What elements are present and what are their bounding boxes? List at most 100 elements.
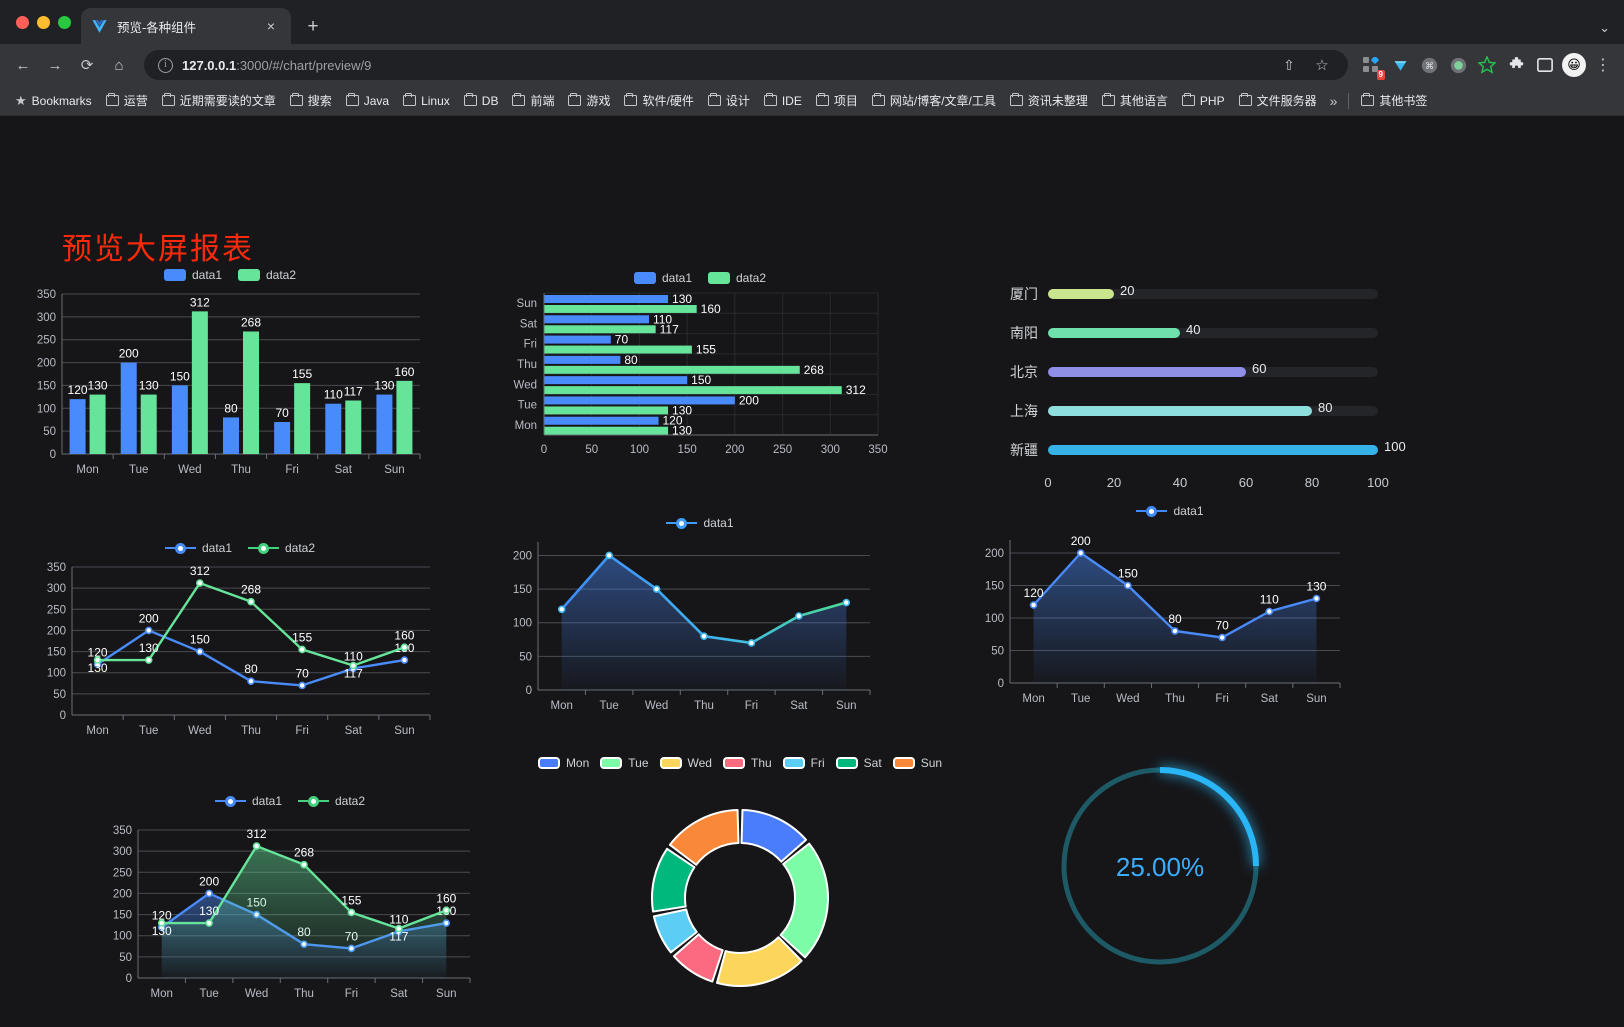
svg-text:Thu: Thu [231,464,251,476]
bookmark-folder-4[interactable]: Linux [396,91,457,111]
progress-bar-value: 100 [1384,438,1406,454]
maximize-window-button[interactable] [58,15,71,29]
star-extension-icon[interactable] [1474,52,1500,78]
legend-item-data1[interactable]: data1 [1136,504,1204,518]
bookmark-label: Linux [421,93,450,108]
legend-item-data2[interactable]: data2 [708,271,766,285]
legend-item-mon[interactable]: Mon [537,756,589,770]
legend-item-sun[interactable]: Sun [892,756,942,770]
legend-item-wed[interactable]: Wed [659,756,712,770]
minimize-window-button[interactable] [37,15,50,29]
bookmarks-root-item[interactable]: ★ Bookmarks [8,90,99,112]
donut-slice-wed[interactable] [716,936,803,987]
bookmark-folder-10[interactable]: IDE [757,91,809,111]
puzzle-extensions-icon[interactable] [1503,52,1529,78]
forward-button[interactable]: → [47,56,63,74]
progress-bar-fill [1048,366,1246,377]
legend-item-data1[interactable]: data1 [163,268,222,282]
share-icon[interactable]: ⇧ [1283,56,1295,73]
folder-icon [1101,92,1115,106]
legend-label: data1 [703,516,734,530]
legend-line-marker [666,517,698,529]
bookmark-folder-11[interactable]: 项目 [809,89,865,112]
command-extension-icon[interactable]: ⌘ [1416,52,1442,78]
progress-bar-track[interactable]: 40 [1048,322,1378,338]
bookmark-folder-8[interactable]: 软件/硬件 [617,89,700,112]
donut-slice-tue[interactable] [779,842,829,959]
svg-text:130: 130 [139,641,159,655]
address-bar[interactable]: i 127.0.0.1:3000/#/chart/preview/9 ⇧ ☆ [144,50,1348,80]
legend-item-data1[interactable]: data1 [633,271,692,285]
legend-item-data1[interactable]: data1 [164,541,232,555]
progress-bar-track[interactable]: 80 [1048,400,1378,416]
svg-text:100: 100 [113,931,132,943]
donut-slice-sat[interactable] [651,847,696,913]
svg-text:130: 130 [88,661,108,675]
bookmark-star-icon[interactable]: ☆ [1315,57,1329,74]
donut-plot [651,809,829,987]
other-bookmarks-folder[interactable]: 其他书签 [1354,89,1434,112]
svg-text:Wed: Wed [188,725,211,737]
grid-extension-icon[interactable]: 9 [1358,52,1385,80]
window-controls[interactable] [12,0,81,44]
close-window-button[interactable] [16,15,29,29]
bookmark-folder-15[interactable]: PHP [1175,91,1232,111]
bookmark-folder-12[interactable]: 网站/博客/文章/工具 [865,89,1003,112]
bookmark-folder-3[interactable]: Java [339,91,396,111]
progress-bar-track[interactable]: 20 [1048,283,1378,299]
chart-area-two-series: data1 data2 0 50 100 150 200 250 300 350 Mon Tue W… [90,794,490,1013]
diamond-extension-icon[interactable] [1387,52,1413,78]
back-button[interactable]: ← [15,56,31,74]
legend-item-data2[interactable]: data2 [298,794,365,808]
browser-menu-button[interactable]: ⋮ [1595,57,1611,74]
donut-slice-sun[interactable] [668,809,740,866]
reload-button[interactable]: ⟳ [80,57,94,74]
bookmarks-overflow-button[interactable]: » [1329,92,1338,109]
svg-text:150: 150 [37,380,56,392]
new-tab-button[interactable]: + [307,15,319,37]
svg-text:250: 250 [47,604,66,616]
legend-item-tue[interactable]: Tue [600,756,649,770]
bookmark-folder-0[interactable]: 运营 [99,89,155,112]
legend-item-data2[interactable]: data2 [248,541,315,555]
svg-text:Tue: Tue [129,464,148,476]
chart-line-two-series: data1 data2 0 50 100 150 200 250 300 350 Mon Tue W… [30,541,450,755]
bookmark-folder-1[interactable]: 近期需要读的文章 [155,89,283,112]
bookmark-folder-6[interactable]: 前端 [505,89,561,112]
bookmark-folder-7[interactable]: 游戏 [561,89,617,112]
svg-text:Mon: Mon [515,420,537,432]
circle-extension-icon[interactable] [1445,52,1471,78]
legend-label: data1 [251,794,282,808]
svg-text:130: 130 [672,424,692,438]
bookmark-folder-13[interactable]: 资讯未整理 [1003,89,1095,112]
bookmark-folder-2[interactable]: 搜索 [283,89,339,112]
bookmark-label: PHP [1199,93,1225,108]
profile-avatar[interactable]: 😀 [1561,52,1587,78]
legend-item-fri[interactable]: Fri [782,756,825,770]
legend-item-data1[interactable]: data1 [666,516,734,530]
home-button[interactable]: ⌂ [114,56,124,74]
close-tab-button[interactable]: × [266,18,276,34]
legend-item-sat[interactable]: Sat [835,756,882,770]
legend-item-data2[interactable]: data2 [238,268,296,282]
bookmark-folder-14[interactable]: 其他语言 [1095,89,1175,112]
legend-label: data1 [191,268,222,282]
legend-smooth-line: data1 [500,516,900,530]
progress-bar-track[interactable]: 100 [1048,439,1406,455]
bookmark-folder-5[interactable]: DB [457,91,506,111]
svg-text:Sun: Sun [517,298,537,310]
chevron-down-icon[interactable]: ⌄ [1599,20,1610,35]
legend-item-thu[interactable]: Thu [722,756,772,770]
browser-tab[interactable]: 预览-各种组件 × [81,8,291,44]
donut-slice-thu[interactable] [672,933,724,983]
donut-slice-mon[interactable] [740,809,808,863]
donut-slice-fri[interactable] [652,908,698,954]
legend-item-data1[interactable]: data1 [214,794,282,808]
site-info-icon[interactable]: i [158,57,173,73]
progress-bar-track[interactable]: 60 [1048,361,1378,377]
bookmark-label: Bookmarks [31,93,92,108]
bookmark-folder-16[interactable]: 文件服务器 [1232,89,1324,112]
sidepanel-icon[interactable] [1532,52,1558,78]
bookmark-folder-9[interactable]: 设计 [701,89,757,112]
